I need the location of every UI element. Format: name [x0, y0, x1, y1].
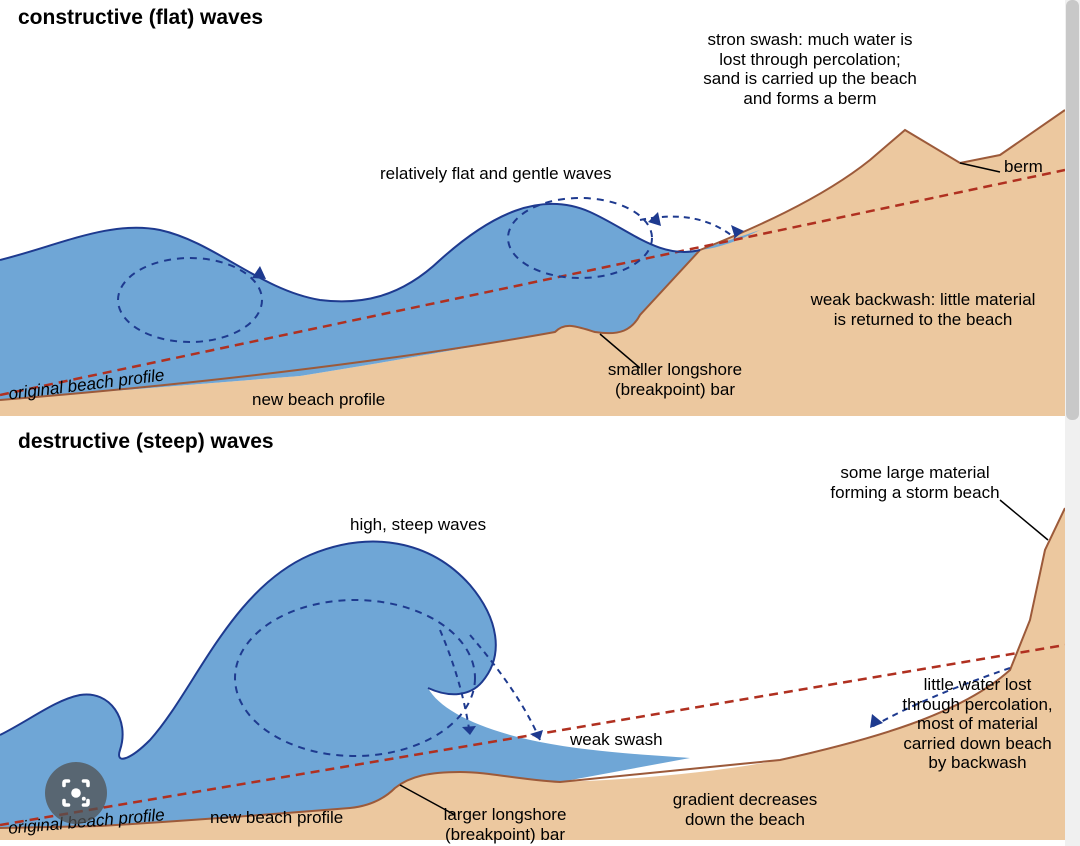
label-gradient: gradient decreases down the beach: [645, 790, 845, 829]
destructive-title: destructive (steep) waves: [18, 430, 274, 454]
label-weak-swash: weak swash: [570, 730, 663, 750]
label-storm-beach: some large material forming a storm beac…: [795, 463, 1035, 502]
label-new-profile-top: new beach profile: [252, 390, 385, 410]
label-smaller-bar: smaller longshore (breakpoint) bar: [575, 360, 775, 399]
label-strong-swash: stron swash: much water is lost through …: [650, 30, 970, 108]
label-weak-backwash: weak backwash: little material is return…: [783, 290, 1063, 329]
constructive-title: constructive (flat) waves: [18, 6, 263, 30]
visual-search-button[interactable]: [45, 762, 107, 824]
label-larger-bar: larger longshore (breakpoint) bar: [415, 805, 595, 844]
label-berm: berm: [1004, 157, 1043, 177]
label-flat-waves: relatively flat and gentle waves: [380, 164, 612, 184]
destructive-panel: destructive (steep) waves some large mat…: [0, 420, 1065, 840]
scrollbar-thumb[interactable]: [1066, 0, 1079, 420]
constructive-panel: constructive (flat) waves stron swash: m…: [0, 0, 1065, 420]
label-little-water: little water lost through percolation, m…: [885, 675, 1070, 773]
label-new-profile-bottom: new beach profile: [210, 808, 343, 828]
camera-lens-icon: [58, 775, 94, 811]
label-high-steep: high, steep waves: [350, 515, 486, 535]
